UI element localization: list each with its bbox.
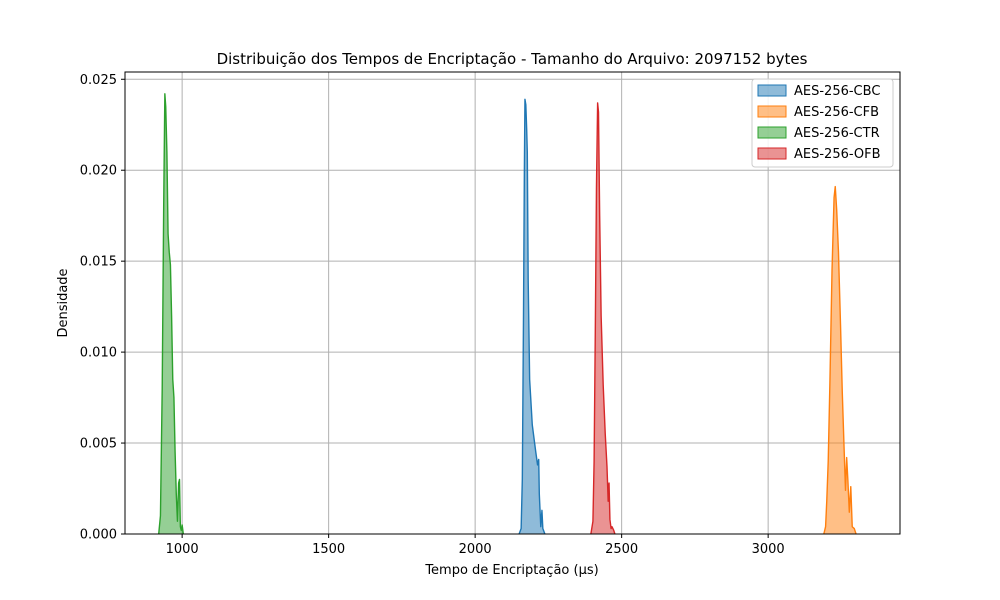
y-tick-label: 0.025: [80, 73, 117, 88]
x-tick-label: 3000: [752, 542, 785, 557]
legend-label: AES-256-CFB: [794, 105, 879, 120]
series-line-aes-256-cfb: [823, 185, 857, 535]
y-tick-label: 0.010: [80, 346, 117, 361]
series-line-aes-256-ctr: [158, 93, 185, 535]
x-axis: 1000 1500 2000 2500 3000: [166, 534, 785, 557]
y-tick-label: 0.005: [80, 437, 117, 452]
legend-box: [751, 78, 894, 168]
y-axis: 0.000 0.005 0.010 0.015 0.020 0.025: [80, 73, 125, 543]
x-tick-label: 1500: [312, 542, 345, 557]
series-areas: [158, 93, 857, 535]
chart-title: Distribuição dos Tempos de Encriptação -…: [217, 50, 808, 68]
x-axis-label: Tempo de Encriptação (µs): [424, 563, 598, 578]
series-line-aes-256-cbc: [518, 98, 546, 535]
y-axis-label: Densidade: [56, 268, 71, 337]
y-tick-label: 0.000: [80, 528, 117, 543]
series-area-aes-256-cbc: [519, 99, 545, 534]
x-tick-label: 2000: [459, 542, 492, 557]
x-tick-label: 1000: [166, 542, 199, 557]
legend-label: AES-256-OFB: [794, 147, 881, 162]
legend-label: AES-256-CTR: [794, 126, 880, 141]
series-area-aes-256-cfb: [823, 186, 857, 534]
y-tick-label: 0.020: [80, 164, 117, 179]
plot-frame: [124, 71, 901, 535]
y-tick-label: 0.015: [80, 255, 117, 270]
legend-swatch: [757, 126, 787, 139]
legend-swatch: [757, 84, 787, 97]
legend-label: AES-256-CBC: [794, 84, 880, 99]
legend-swatch: [757, 105, 787, 118]
legend: AES-256-CBC AES-256-CFB AES-256-CTR AES-256…: [751, 78, 894, 168]
legend-swatch: [757, 147, 787, 160]
x-tick-label: 2500: [605, 542, 638, 557]
series-line-aes-256-ofb: [590, 102, 616, 535]
